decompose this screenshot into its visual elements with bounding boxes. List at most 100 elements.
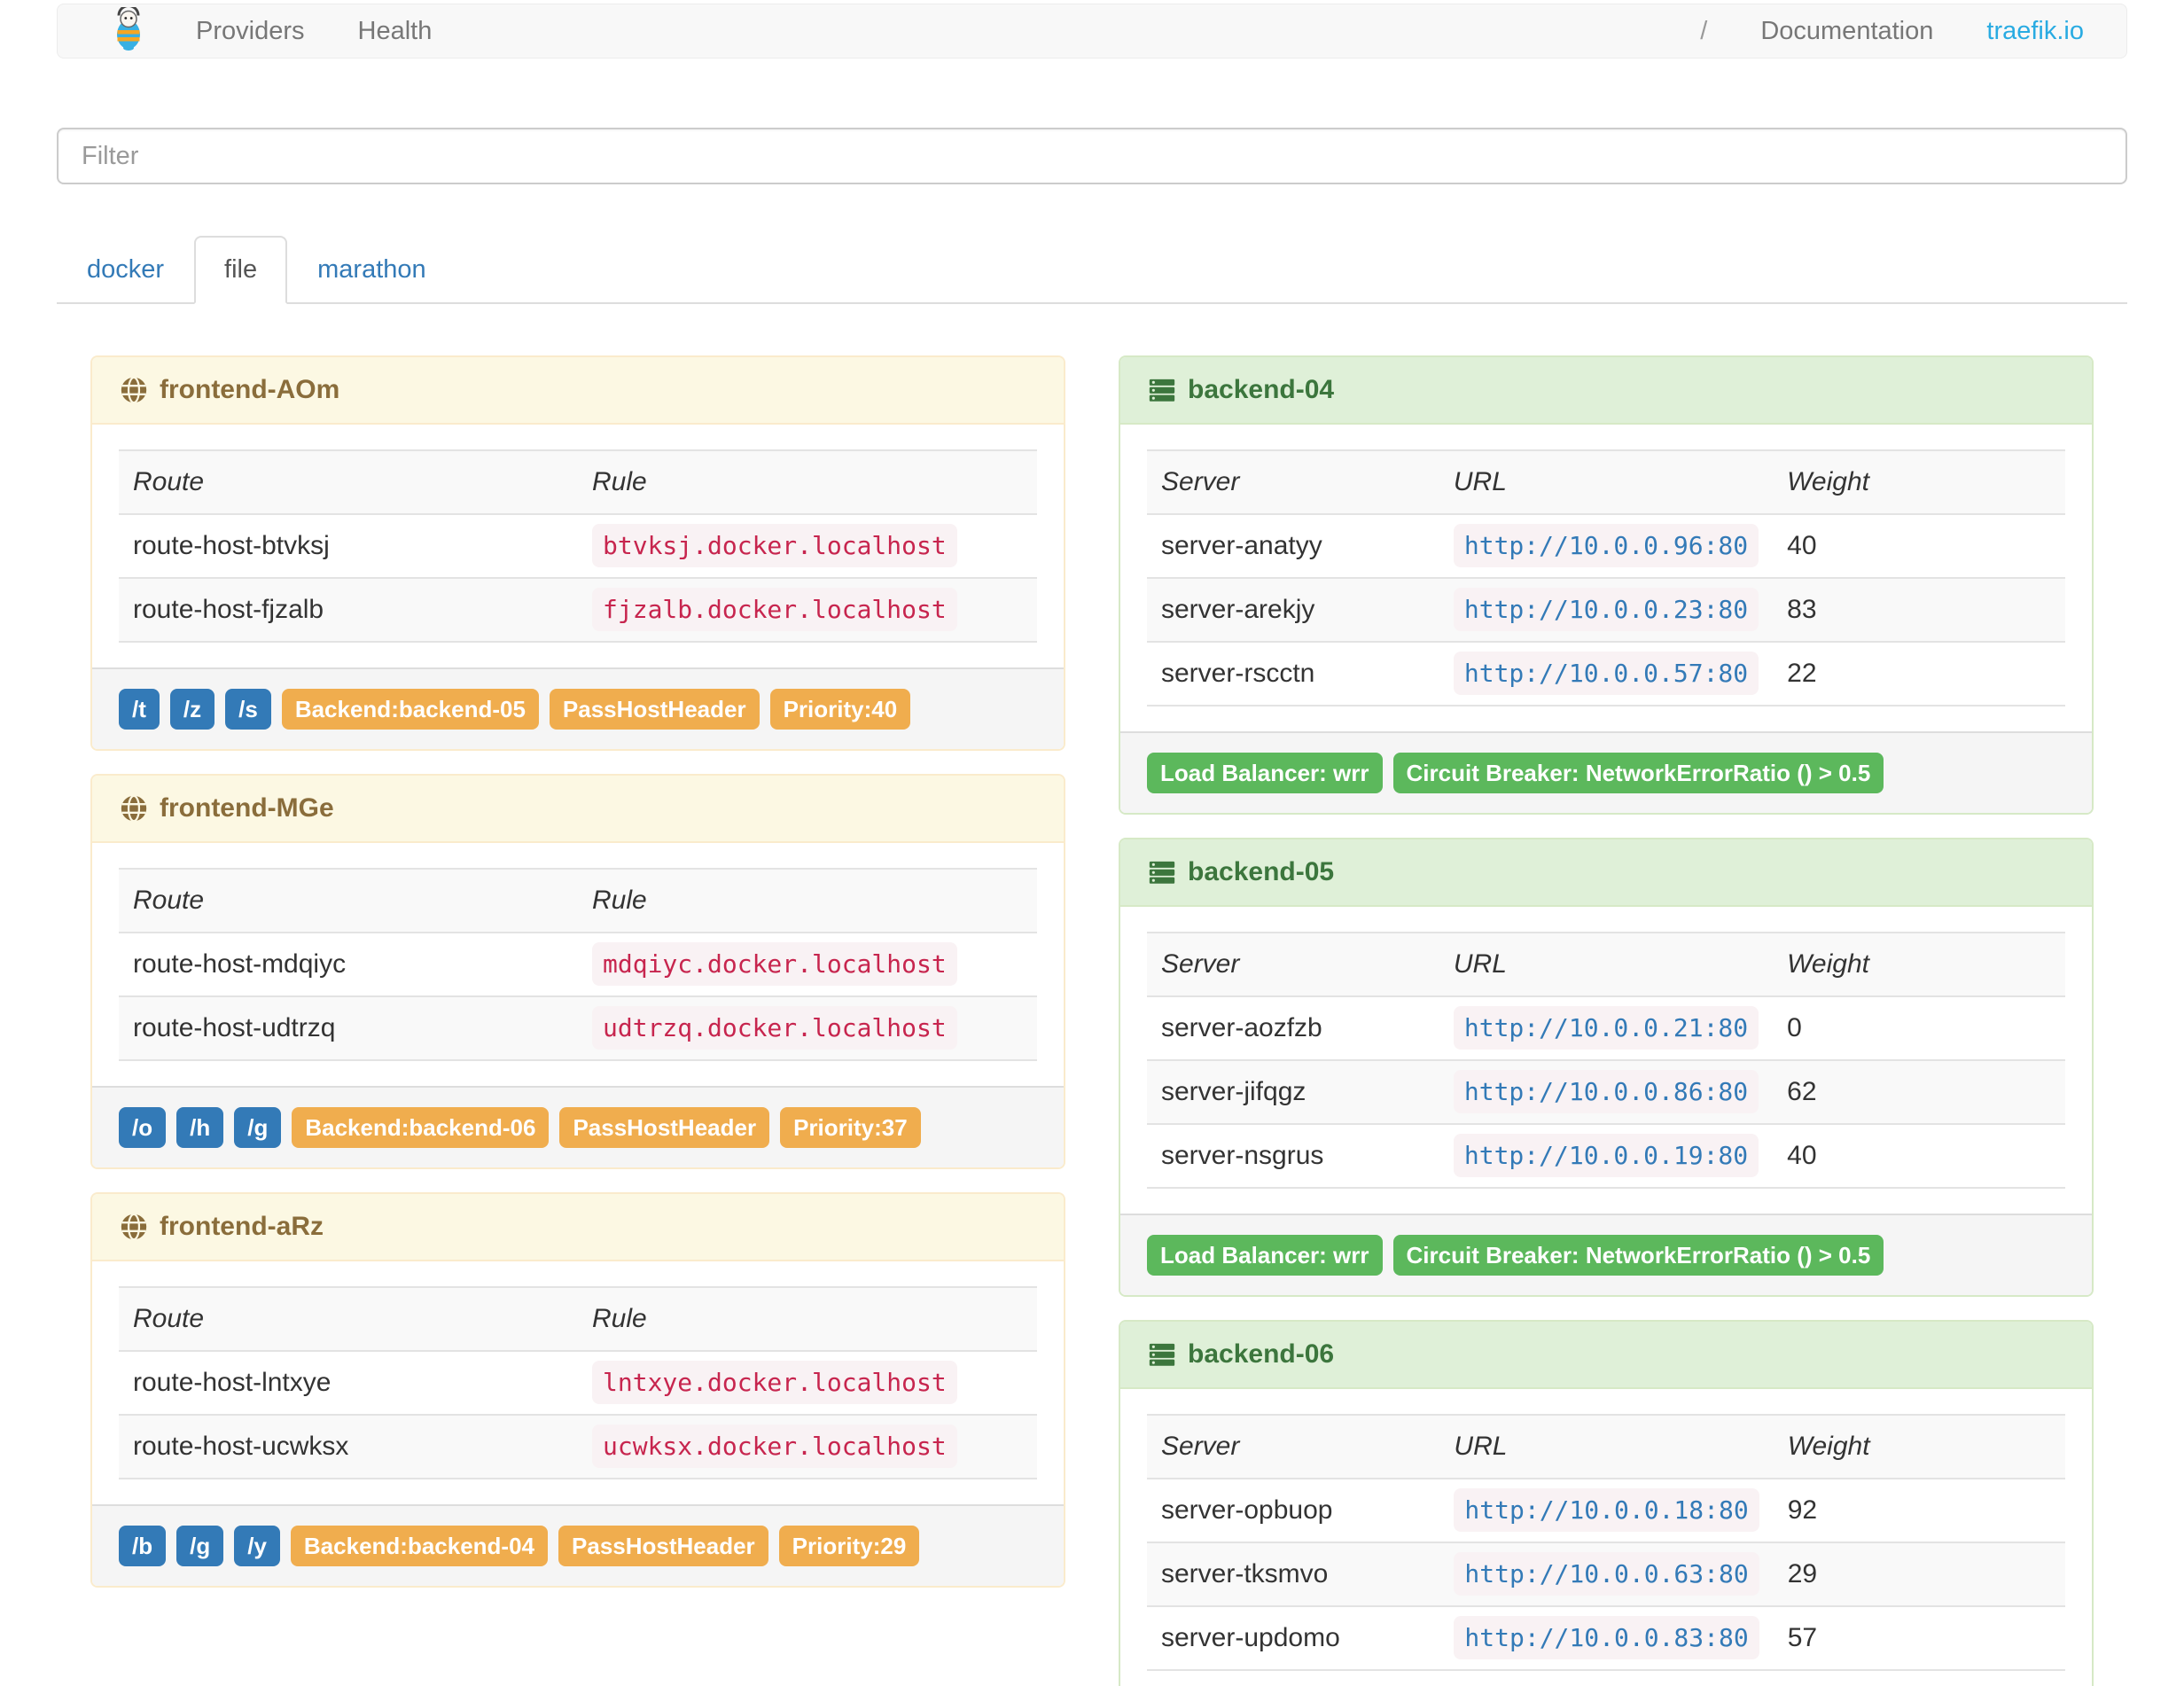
rule-code: udtrzq.docker.localhost — [592, 1006, 957, 1050]
backend-panel-header: backend-06 — [1120, 1322, 2092, 1389]
backend-setting-badge: Load Balancer: wrr — [1147, 1235, 1383, 1276]
server-row: server-jifqgz http://10.0.0.86:80 62 — [1147, 1060, 2065, 1124]
nav-providers-link[interactable]: Providers — [196, 16, 305, 45]
route-name: route-host-fjzalb — [133, 595, 324, 624]
rule-cell: udtrzq.docker.localhost — [578, 996, 1037, 1060]
frontend-title: frontend-MGe — [160, 793, 334, 823]
backend-setting-badge: Circuit Breaker: NetworkErrorRatio () > … — [1392, 753, 1884, 793]
tab-link[interactable]: marathon — [317, 255, 426, 284]
server-stack-icon — [1147, 1339, 1177, 1370]
rule-code: fjzalb.docker.localhost — [592, 588, 957, 631]
server-url-link[interactable]: http://10.0.0.86:80 — [1453, 1070, 1759, 1113]
route-column-header: Route — [133, 886, 205, 915]
backend-setting-badges: Load Balancer: wrr Circuit Breaker: Netwo… — [1147, 753, 1884, 793]
server-url-link[interactable]: http://10.0.0.21:80 — [1453, 1006, 1759, 1050]
server-name: server-tksmvo — [1161, 1559, 1329, 1588]
routes-table: Route Rule route-host-mdqiyc mdqiyc.dock… — [119, 868, 1037, 1061]
server-weight: 40 — [1787, 1141, 1817, 1170]
tab-link[interactable]: docker — [87, 255, 165, 284]
rule-cell: btvksj.docker.localhost — [578, 514, 1037, 578]
url-cell: http://10.0.0.19:80 — [1439, 1124, 1773, 1188]
server-url-link[interactable]: http://10.0.0.96:80 — [1453, 524, 1759, 567]
backend-setting-badges: Load Balancer: wrr Circuit Breaker: Netwo… — [1147, 1235, 1884, 1276]
backend-panel: backend-05 Server URL Weight server-aozf… — [1119, 838, 2094, 1297]
tab-marathon[interactable]: marathon — [287, 236, 456, 304]
weight-column-header: Weight — [1787, 1432, 1870, 1461]
server-stack-icon — [1147, 375, 1177, 405]
frontend-panel-header: frontend-aRz — [92, 1194, 1064, 1261]
url-cell: http://10.0.0.21:80 — [1439, 996, 1773, 1060]
servers-header-row: Server URL Weight — [1147, 450, 2065, 514]
frontend-setting-badges: Backend:backend-05 PassHostHeader Priority… — [281, 689, 911, 730]
server-url-link[interactable]: http://10.0.0.19:80 — [1453, 1134, 1759, 1177]
server-url-link[interactable]: http://10.0.0.18:80 — [1454, 1488, 1759, 1532]
url-cell: http://10.0.0.86:80 — [1439, 1060, 1773, 1124]
nav-health-link[interactable]: Health — [357, 16, 433, 45]
rule-code: mdqiyc.docker.localhost — [592, 942, 957, 986]
server-row: server-updomo http://10.0.0.83:80 57 — [1147, 1606, 2065, 1670]
url-column-header: URL — [1454, 1432, 1508, 1461]
server-name: server-anatyy — [1161, 531, 1322, 560]
route-name: route-host-mdqiyc — [133, 949, 347, 979]
url-cell: http://10.0.0.83:80 — [1439, 1606, 1773, 1670]
rule-column-header: Rule — [592, 1304, 647, 1333]
rule-column-header: Rule — [592, 886, 647, 915]
entrypoint-badge: /b — [119, 1526, 167, 1566]
entrypoint-badge: /y — [234, 1526, 280, 1566]
server-weight: 0 — [1787, 1013, 1802, 1042]
frontend-setting-badge: Backend:backend-06 — [292, 1107, 550, 1148]
traefik-mascot-icon — [109, 4, 148, 56]
entrypoint-badge: /g — [234, 1107, 282, 1148]
frontend-panel: frontend-aRz Route Rule route-host-lntxy… — [90, 1192, 1065, 1588]
filter-input[interactable] — [57, 128, 2127, 184]
server-row: server-arekjy http://10.0.0.23:80 83 — [1147, 578, 2065, 642]
traefik-logo[interactable] — [74, 4, 169, 56]
weight-column-header: Weight — [1787, 949, 1869, 979]
frontend-setting-badge: PassHostHeader — [558, 1526, 768, 1566]
frontend-panel-body: Route Rule route-host-btvksj btvksj.dock… — [92, 425, 1064, 667]
route-column-header: Route — [133, 467, 205, 496]
tab-file[interactable]: file — [194, 236, 288, 304]
rule-cell: fjzalb.docker.localhost — [578, 578, 1037, 642]
entrypoint-badges: /t/z/s — [119, 689, 271, 730]
frontend-setting-badge: Priority:40 — [769, 689, 911, 730]
backend-panel: backend-06 Server URL Weight server-opbu… — [1119, 1320, 2094, 1686]
entrypoint-badges: /o/h/g — [119, 1107, 282, 1148]
nav-documentation-link[interactable]: Documentation — [1760, 16, 1934, 45]
backend-panel-footer: Load Balancer: wrr Circuit Breaker: Netwo… — [1120, 731, 2092, 813]
server-row: server-rscctn http://10.0.0.57:80 22 — [1147, 642, 2065, 706]
routes-table: Route Rule route-host-lntxye lntxye.dock… — [119, 1286, 1037, 1479]
navbar-right: / Documentation traefik.io — [1673, 4, 2110, 58]
routes-header-row: Route Rule — [119, 869, 1037, 933]
rule-code: btvksj.docker.localhost — [592, 524, 957, 567]
frontend-panel: frontend-AOm Route Rule route-host-btvks… — [90, 355, 1065, 751]
url-cell: http://10.0.0.96:80 — [1439, 514, 1773, 578]
backend-panel-body: Server URL Weight server-aozfzb http://1… — [1120, 907, 2092, 1214]
server-url-link[interactable]: http://10.0.0.83:80 — [1454, 1616, 1759, 1659]
route-name: route-host-udtrzq — [133, 1013, 336, 1042]
backend-panel-header: backend-04 — [1120, 357, 2092, 425]
route-name: route-host-lntxye — [133, 1368, 332, 1397]
frontend-setting-badges: Backend:backend-06 PassHostHeader Priority… — [292, 1107, 921, 1148]
nav-traefik-io-link[interactable]: traefik.io — [1986, 16, 2084, 45]
frontend-panel: frontend-MGe Route Rule route-host-mdqiy… — [90, 774, 1065, 1169]
rule-column-header: Rule — [592, 467, 647, 496]
globe-icon — [119, 375, 149, 405]
server-weight: 40 — [1787, 531, 1817, 560]
server-weight: 22 — [1787, 659, 1817, 688]
server-url-link[interactable]: http://10.0.0.23:80 — [1453, 588, 1759, 631]
entrypoint-badge: /g — [176, 1526, 224, 1566]
backend-panel-footer: Load Balancer: wrr Circuit Breaker: Netwo… — [1120, 1214, 2092, 1295]
tab-docker[interactable]: docker — [57, 236, 194, 304]
server-name: server-opbuop — [1161, 1495, 1333, 1525]
tab-link[interactable]: file — [194, 236, 288, 304]
server-url-link[interactable]: http://10.0.0.63:80 — [1454, 1552, 1759, 1596]
server-row: server-aozfzb http://10.0.0.21:80 0 — [1147, 996, 2065, 1060]
server-name: server-updomo — [1161, 1623, 1340, 1652]
frontend-panel-footer: /t/z/s Backend:backend-05 PassHostHeader P… — [92, 667, 1064, 749]
server-name: server-nsgrus — [1161, 1141, 1324, 1170]
frontend-title: frontend-AOm — [160, 375, 340, 404]
server-url-link[interactable]: http://10.0.0.57:80 — [1453, 652, 1759, 695]
server-column-header: Server — [1161, 467, 1240, 496]
route-row: route-host-ucwksx ucwksx.docker.localhos… — [119, 1415, 1037, 1479]
